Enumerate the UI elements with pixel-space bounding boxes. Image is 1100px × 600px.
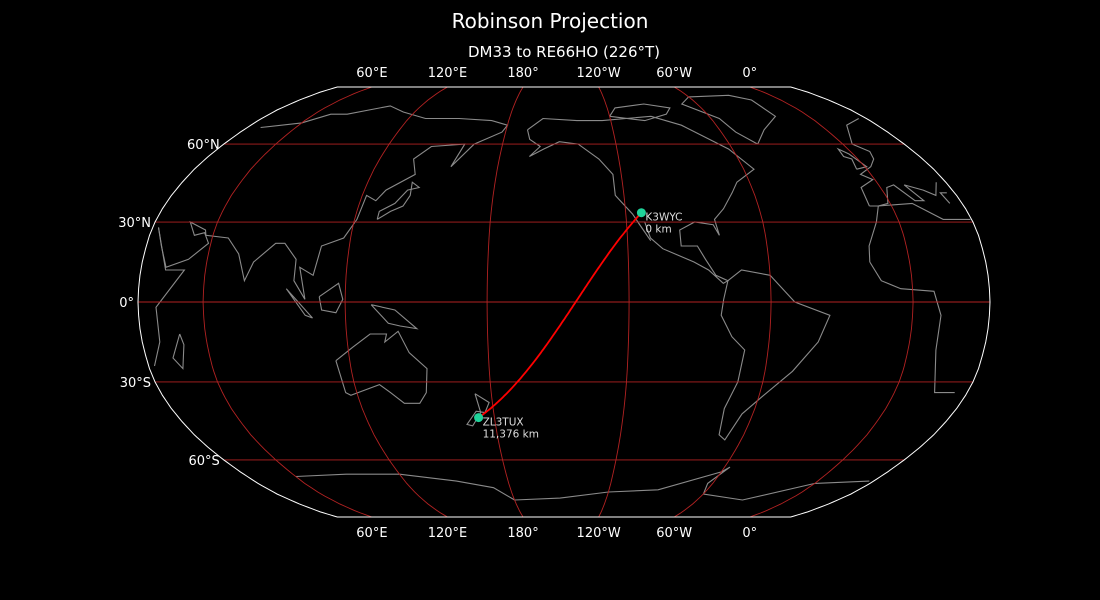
latitude-label: 30°N xyxy=(118,216,151,231)
map-border xyxy=(137,86,991,518)
longitude-label-top: 0° xyxy=(742,66,757,81)
station-callsign: K3WYC xyxy=(645,212,682,224)
coastline xyxy=(172,333,185,370)
longitude-label-top: 180° xyxy=(507,66,538,81)
longitude-label-top: 60°W xyxy=(656,66,692,81)
latitude-label: 30°S xyxy=(120,376,151,391)
longitude-label-bottom: 60°E xyxy=(356,526,387,541)
longitude-label-bottom: 60°W xyxy=(656,526,692,541)
latitude-label: 60°S xyxy=(188,454,219,469)
coastline xyxy=(335,330,428,404)
longitude-label-bottom: 120°W xyxy=(577,526,621,541)
latitude-label: 0° xyxy=(119,296,134,311)
latitude-label: 60°N xyxy=(187,138,220,153)
longitude-label-bottom: 180° xyxy=(507,526,538,541)
coastline xyxy=(157,105,951,300)
map-title: Robinson Projection xyxy=(451,9,649,33)
coastlines xyxy=(153,94,971,501)
coastline xyxy=(718,269,831,441)
coastline xyxy=(609,103,671,122)
station-distance: 0 km xyxy=(645,224,671,236)
coastline xyxy=(285,288,313,319)
map-subtitle: DM33 to RE66HO (226°T) xyxy=(467,43,660,61)
coastline xyxy=(836,147,868,170)
coastline xyxy=(295,466,870,501)
great-circle-path xyxy=(478,212,643,419)
coastline xyxy=(153,202,971,394)
coastline xyxy=(680,94,777,145)
graticule xyxy=(138,87,990,517)
station-distance: 11,376 km xyxy=(483,429,539,441)
coastline xyxy=(376,181,421,220)
station-callsign: ZL3TUX xyxy=(483,417,524,429)
station-marker[interactable] xyxy=(474,413,484,423)
longitude-label-top: 120°W xyxy=(577,66,621,81)
station-marker[interactable] xyxy=(636,208,646,218)
coastline xyxy=(526,115,755,284)
coastline xyxy=(370,304,419,330)
longitude-label-bottom: 120°E xyxy=(428,526,468,541)
longitude-label-bottom: 0° xyxy=(742,526,757,541)
coastline xyxy=(318,282,344,314)
longitude-label-top: 120°E xyxy=(428,66,468,81)
longitude-label-top: 60°E xyxy=(356,66,387,81)
